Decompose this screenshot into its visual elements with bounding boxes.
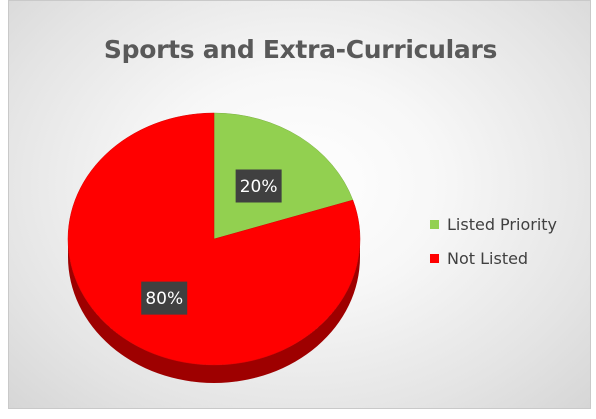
data-label-text: 80% bbox=[145, 289, 183, 309]
chart-title: Sports and Extra-Curriculars bbox=[103, 35, 498, 64]
pie-slice-not-listed bbox=[67, 112, 361, 366]
legend-item-listed-priority: Listed Priority bbox=[430, 213, 557, 236]
data-label-box bbox=[141, 281, 188, 315]
pie-slices bbox=[67, 112, 361, 366]
pie-slice-listed-priority bbox=[213, 112, 354, 240]
legend-swatch-not-listed bbox=[430, 254, 439, 263]
data-label-box bbox=[235, 169, 282, 203]
legend-label-not-listed: Not Listed bbox=[447, 249, 529, 268]
chart-area: Sports and Extra-Curriculars 20% 80% List… bbox=[8, 0, 591, 409]
legend-swatch-listed-priority bbox=[430, 220, 439, 229]
legend-label-listed-priority: Listed Priority bbox=[447, 215, 557, 234]
legend: Listed Priority Not Listed bbox=[430, 213, 557, 281]
data-label-text: 20% bbox=[240, 177, 278, 197]
data-label-listed-priority: 20% bbox=[235, 169, 282, 203]
legend-item-not-listed: Not Listed bbox=[430, 247, 557, 270]
pie-chart: 20% 80% bbox=[67, 112, 361, 383]
data-label-not-listed: 80% bbox=[141, 281, 188, 315]
pie-data-labels: 20% 80% bbox=[141, 169, 282, 315]
